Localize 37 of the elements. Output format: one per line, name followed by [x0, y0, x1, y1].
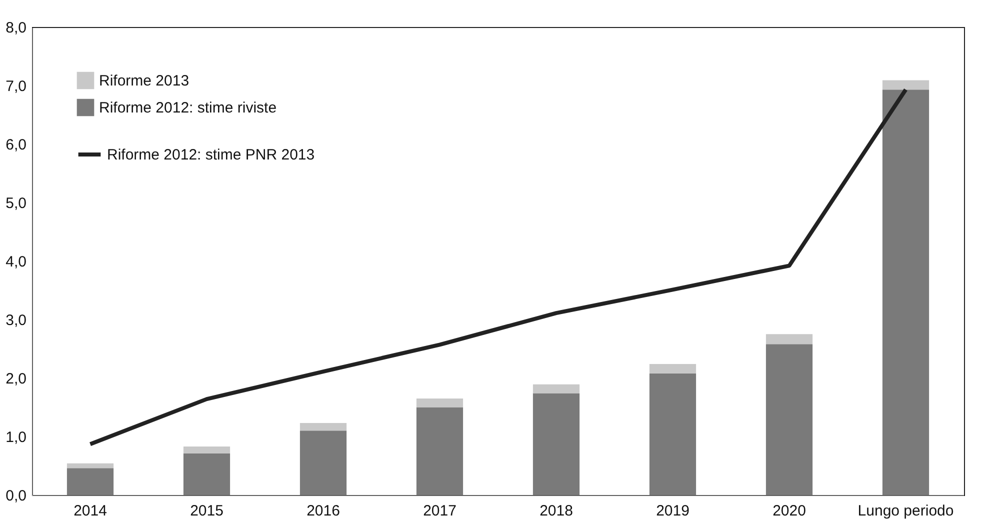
bar: [416, 407, 464, 495]
legend-label: Riforme 2012: stime riviste: [99, 100, 277, 116]
y-tick-label: 0,0: [6, 488, 26, 504]
x-tick-label: Lungo periodo: [858, 502, 954, 520]
y-tick-label: 3,0: [6, 312, 26, 329]
y-tick-label: 8,0: [6, 20, 26, 36]
x-tick-label: 2014: [74, 502, 107, 520]
bar: [766, 334, 813, 344]
line-series: [88, 88, 908, 446]
y-tick-label: 7,0: [6, 78, 26, 95]
bar: [66, 463, 114, 468]
bar: [649, 373, 696, 495]
y-tick-label: 5,0: [6, 195, 26, 212]
y-tick-label: 6,0: [6, 136, 26, 154]
bar: [183, 453, 230, 495]
x-tick-label: 2019: [656, 502, 690, 520]
x-tick-label: 2018: [540, 502, 573, 520]
bar: [183, 446, 230, 454]
legend-label: Riforme 2013: [99, 72, 190, 90]
bar: [532, 393, 580, 495]
y-tick-label: 4,0: [6, 254, 26, 270]
legend-label: Riforme 2012: stime PNR 2013: [107, 146, 315, 164]
x-tick-label: 2020: [772, 502, 806, 520]
bar: [300, 430, 347, 495]
bar: [766, 344, 813, 495]
bar: [66, 468, 114, 495]
y-tick-label: 2,0: [6, 370, 26, 388]
x-tick-label: 2015: [190, 502, 224, 520]
x-tick-label: 2017: [423, 502, 456, 520]
bar: [882, 80, 930, 90]
bar: [300, 423, 347, 431]
bar: [532, 384, 580, 394]
bar: [649, 364, 696, 374]
y-tick-label: 1,0: [6, 429, 26, 446]
x-tick-label: 2016: [306, 502, 340, 520]
bar: [882, 90, 930, 495]
bar: [416, 398, 464, 408]
